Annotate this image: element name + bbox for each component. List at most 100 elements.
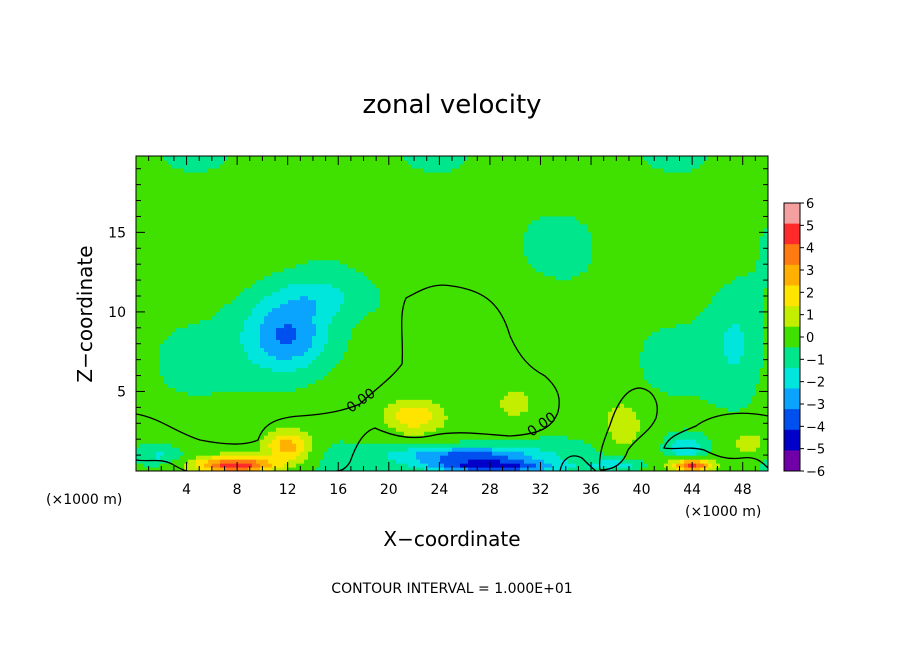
field-cell: [680, 451, 685, 456]
field-cell: [632, 423, 637, 428]
field-cell: [504, 431, 509, 436]
field-cell: [688, 407, 693, 412]
field-cell: [532, 447, 537, 452]
field-cell: [312, 347, 317, 352]
field-cell: [408, 383, 413, 388]
field-cell: [324, 443, 329, 448]
field-cell: [496, 367, 501, 372]
field-cell: [312, 415, 317, 420]
field-cell: [548, 399, 553, 404]
field-cell: [712, 383, 717, 388]
field-cell: [136, 447, 141, 452]
field-cell: [732, 371, 737, 376]
field-cell: [700, 467, 705, 471]
field-cell: [348, 419, 353, 424]
field-cell: [260, 387, 265, 392]
field-cell: [260, 355, 265, 360]
field-cell: [572, 447, 577, 452]
field-cell: [448, 399, 453, 404]
field-cell: [176, 347, 181, 352]
field-cell: [512, 423, 517, 428]
field-cell: [704, 443, 709, 448]
field-cell: [592, 411, 597, 416]
field-cell: [668, 367, 673, 372]
field-cell: [604, 367, 609, 372]
field-cell: [420, 367, 425, 372]
field-cell: [692, 375, 697, 380]
field-cell: [624, 363, 629, 368]
field-cell: [712, 423, 717, 428]
field-cell: [548, 467, 553, 471]
field-cell: [348, 371, 353, 376]
field-cell: [316, 383, 321, 388]
field-cell: [592, 355, 597, 360]
field-cell: [484, 423, 489, 428]
field-cell: [364, 443, 369, 448]
field-cell: [448, 403, 453, 408]
field-cell: [544, 439, 549, 444]
field-cell: [256, 455, 261, 460]
field-cell: [488, 351, 493, 356]
field-cell: [732, 375, 737, 380]
field-cell: [328, 407, 333, 412]
field-cell: [380, 463, 385, 468]
field-cell: [652, 383, 657, 388]
field-cell: [320, 375, 325, 380]
field-cell: [700, 411, 705, 416]
field-cell: [524, 403, 529, 408]
field-cell: [624, 347, 629, 352]
field-cell: [244, 351, 249, 356]
field-cell: [240, 359, 245, 364]
field-cell: [240, 387, 245, 392]
field-cell: [348, 435, 353, 440]
field-cell: [580, 459, 585, 464]
field-cell: [396, 439, 401, 444]
field-cell: [732, 383, 737, 388]
field-cell: [296, 403, 301, 408]
field-cell: [288, 463, 293, 468]
field-cell: [720, 423, 725, 428]
field-cell: [352, 355, 357, 360]
field-cell: [448, 387, 453, 392]
field-cell: [440, 383, 445, 388]
field-cell: [596, 351, 601, 356]
field-cell: [384, 415, 389, 420]
field-cell: [636, 467, 641, 471]
field-cell: [684, 415, 689, 420]
field-cell: [740, 451, 745, 456]
field-cell: [628, 427, 633, 432]
field-cell: [252, 347, 257, 352]
field-cell: [644, 383, 649, 388]
field-cell: [472, 395, 477, 400]
field-cell: [644, 455, 649, 460]
field-cell: [392, 423, 397, 428]
field-cell: [256, 443, 261, 448]
field-cell: [612, 419, 617, 424]
field-cell: [680, 427, 685, 432]
field-cell: [308, 407, 313, 412]
field-cell: [456, 435, 461, 440]
field-cell: [532, 423, 537, 428]
field-cell: [472, 443, 477, 448]
field-cell: [460, 443, 465, 448]
field-cell: [184, 359, 189, 364]
field-cell: [624, 459, 629, 464]
field-cell: [360, 439, 365, 444]
field-cell: [284, 435, 289, 440]
field-cell: [396, 455, 401, 460]
field-cell: [744, 371, 749, 376]
field-cell: [632, 427, 637, 432]
field-cell: [260, 415, 265, 420]
field-cell: [448, 395, 453, 400]
field-cell: [728, 455, 733, 460]
field-cell: [520, 451, 525, 456]
field-cell: [192, 443, 197, 448]
field-cell: [596, 419, 601, 424]
field-cell: [512, 435, 517, 440]
field-cell: [620, 351, 625, 356]
field-cell: [284, 355, 289, 360]
field-cell: [620, 371, 625, 376]
field-cell: [572, 455, 577, 460]
field-cell: [632, 347, 637, 352]
field-cell: [268, 419, 273, 424]
